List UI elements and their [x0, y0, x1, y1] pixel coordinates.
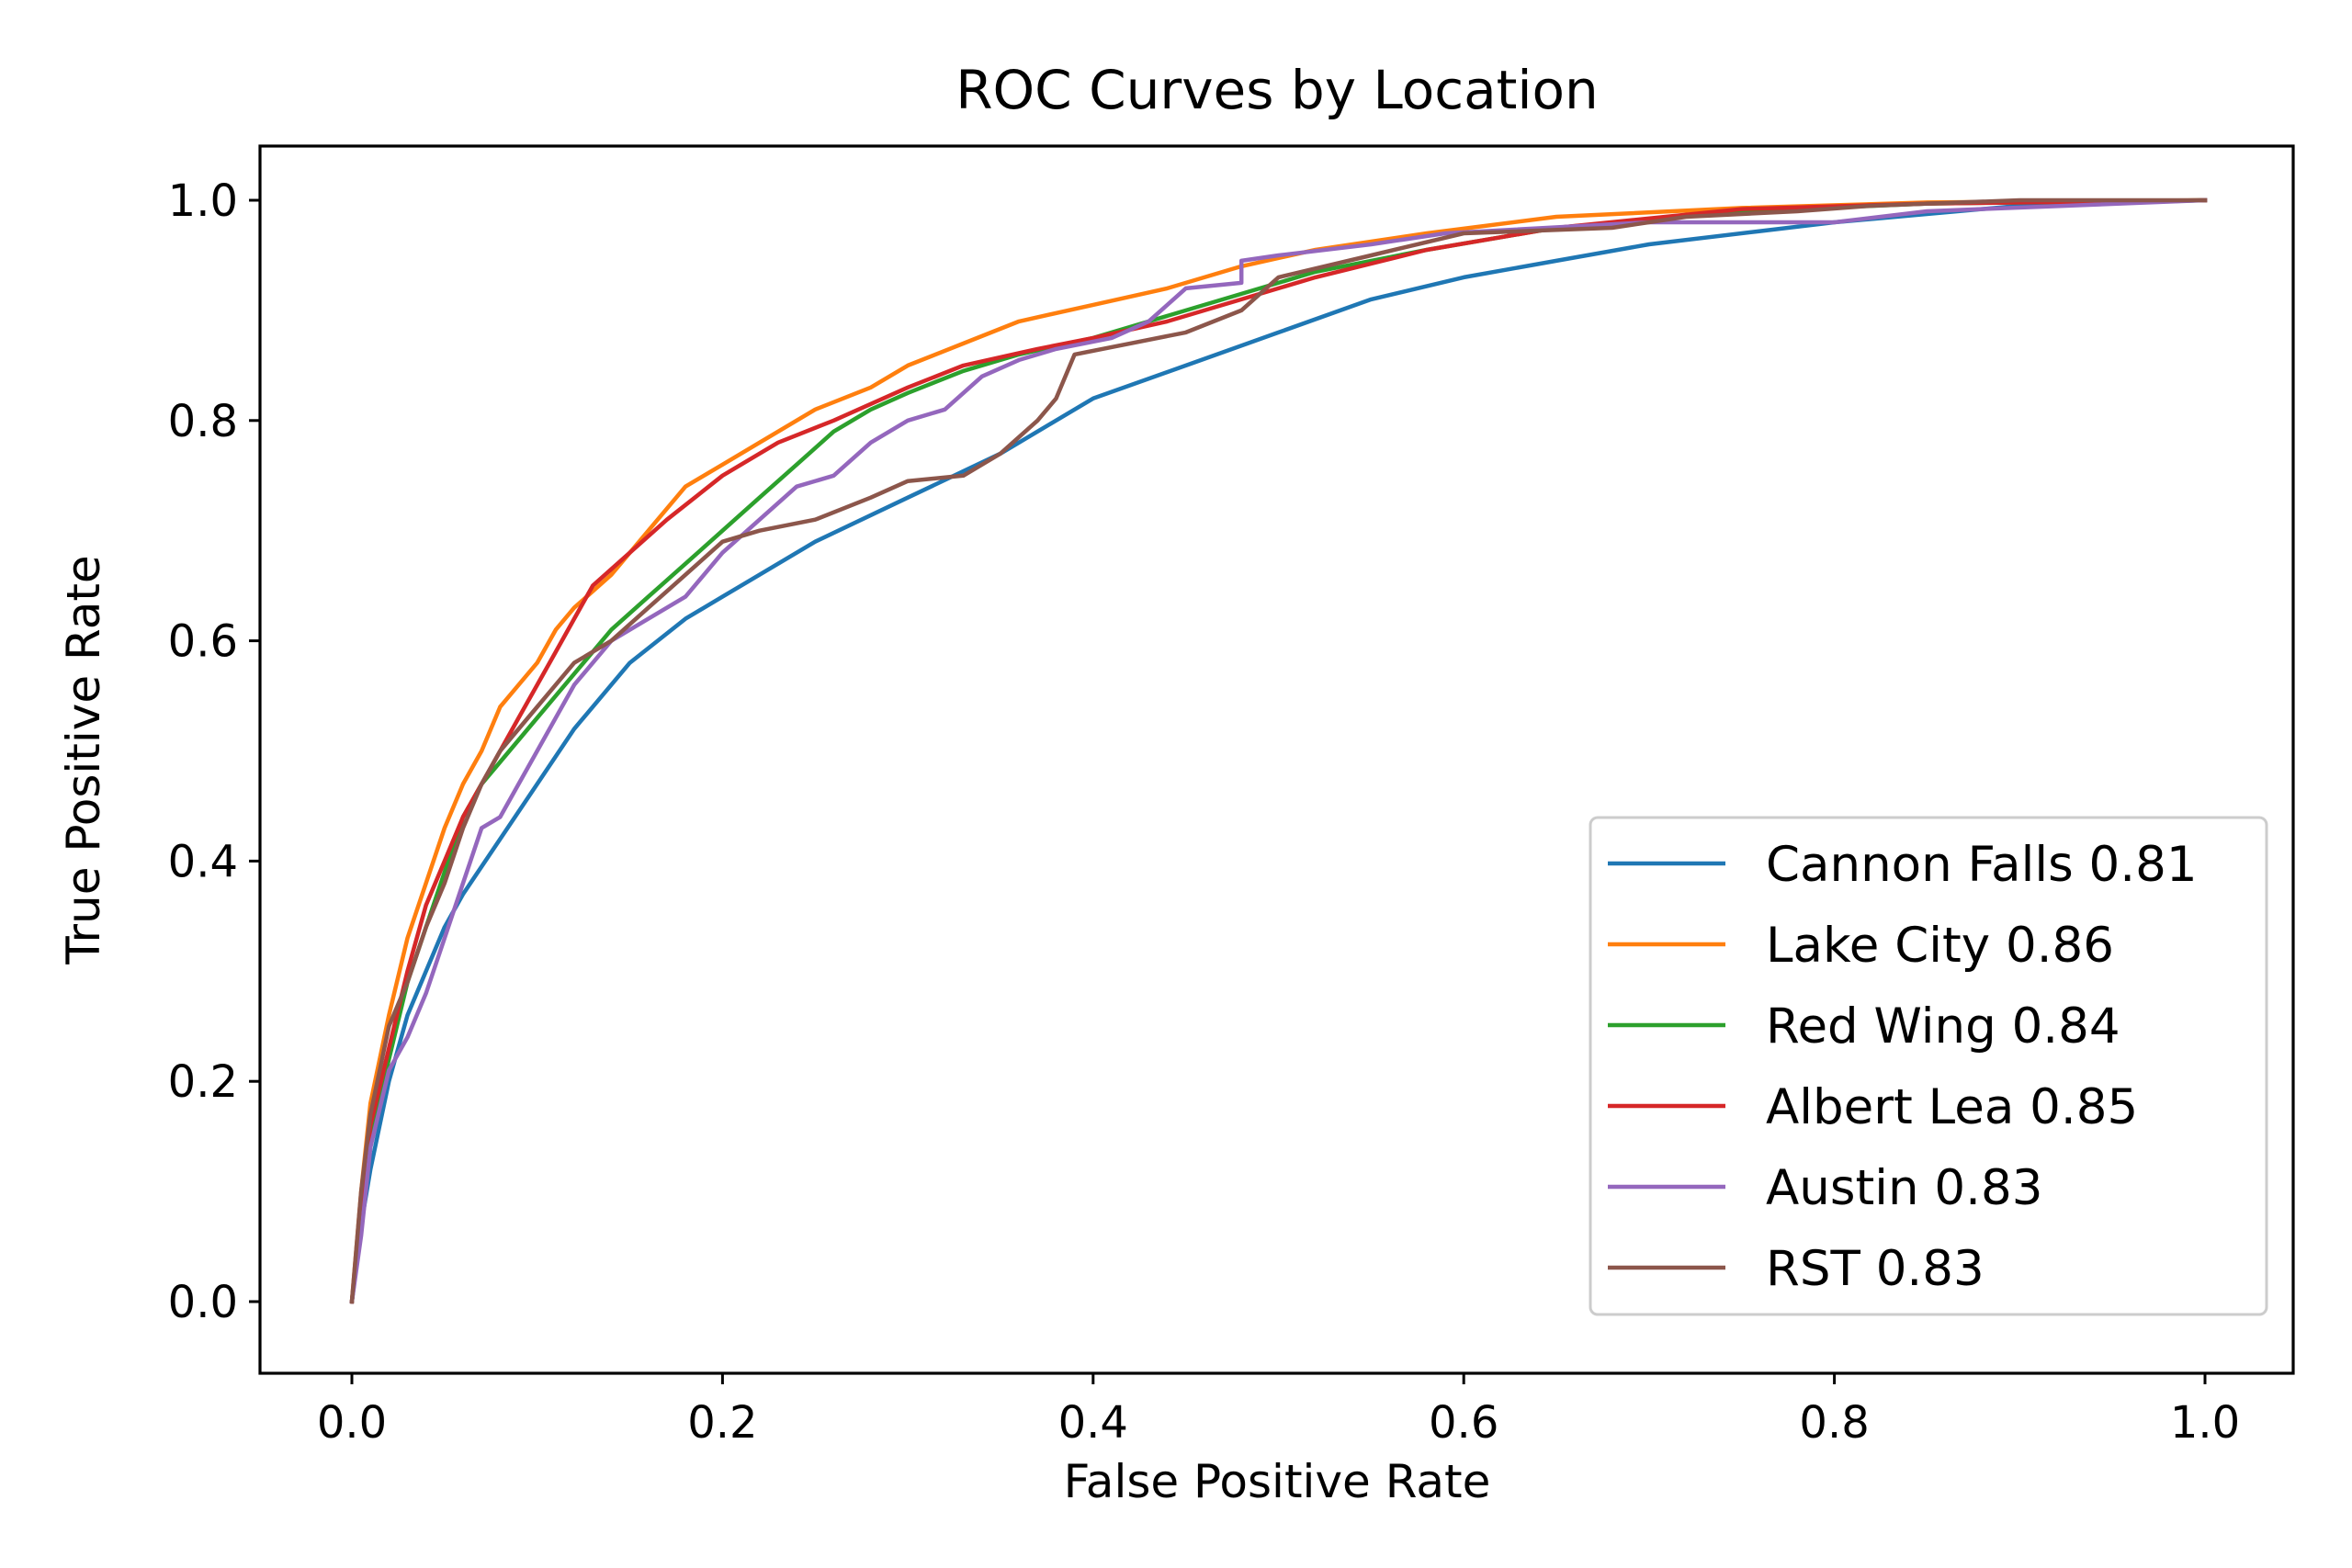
y-axis-ticks: 0.0 0.2 0.4 0.6 0.8 1.0	[168, 175, 260, 1328]
x-tick-label: 0.6	[1429, 1397, 1498, 1449]
y-tick-label: 0.6	[168, 616, 238, 668]
legend-item: Cannon Falls 0.81	[1608, 837, 2198, 893]
x-tick-label: 0.4	[1058, 1397, 1128, 1449]
legend-label: Albert Lea 0.85	[1766, 1079, 2138, 1135]
chart-title: ROC Curves by Location	[956, 59, 1599, 121]
legend-box	[1589, 816, 2268, 1316]
legend-label: Cannon Falls 0.81	[1766, 837, 2198, 893]
legend-item: RST 0.83	[1608, 1241, 1984, 1297]
legend-label: Red Wing 0.84	[1766, 998, 2120, 1055]
legend: Cannon Falls 0.81 Lake City 0.86 Red Wing …	[1589, 816, 2268, 1316]
legend-label: Austin 0.83	[1766, 1160, 2042, 1216]
y-tick-label: 0.2	[168, 1056, 238, 1108]
legend-item: Red Wing 0.84	[1608, 998, 2120, 1055]
series-line-albert-lea	[349, 197, 2208, 1304]
legend-label: RST 0.83	[1766, 1241, 1984, 1297]
x-tick-label: 0.8	[1799, 1397, 1869, 1449]
y-tick-label: 0.0	[168, 1277, 238, 1328]
legend-item: Austin 0.83	[1608, 1160, 2042, 1216]
y-tick-label: 1.0	[168, 175, 238, 227]
y-axis-label: True Positive Rate	[57, 555, 110, 964]
series-line-cannon-falls	[349, 197, 2208, 1304]
series-line-rst	[349, 197, 2208, 1304]
x-axis-ticks: 0.0 0.2 0.4 0.6 0.8 1.0	[317, 1373, 2240, 1449]
axes-frame	[258, 144, 2295, 1375]
x-tick-label: 0.0	[317, 1397, 387, 1449]
legend-item: Lake City 0.86	[1608, 918, 2114, 974]
series-layer	[349, 197, 2208, 1304]
legend-label: Lake City 0.86	[1766, 918, 2114, 974]
legend-items: Cannon Falls 0.81 Lake City 0.86 Red Wing …	[1608, 837, 2198, 1297]
legend-item: Albert Lea 0.85	[1608, 1079, 2138, 1135]
x-axis-label: False Positive Rate	[1064, 1455, 1491, 1508]
x-tick-label: 1.0	[2170, 1397, 2240, 1449]
x-tick-label: 0.2	[687, 1397, 757, 1449]
y-tick-label: 0.4	[168, 836, 238, 887]
series-line-austin	[349, 197, 2208, 1304]
y-tick-label: 0.8	[168, 396, 238, 447]
